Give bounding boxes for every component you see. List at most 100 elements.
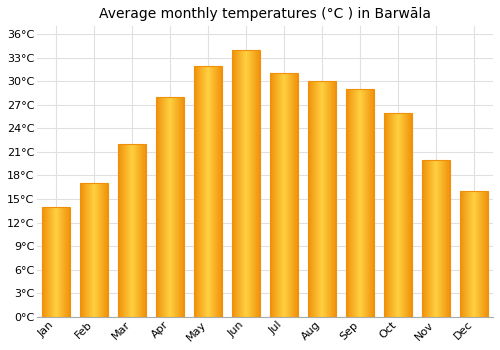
Bar: [125, 144, 126, 317]
Bar: [407, 113, 408, 317]
Bar: [443, 160, 444, 317]
Title: Average monthly temperatures (°C ) in Barwāla: Average monthly temperatures (°C ) in Ba…: [99, 7, 431, 21]
Bar: [200, 65, 201, 317]
Bar: [444, 160, 445, 317]
Bar: [392, 113, 393, 317]
Bar: [80, 183, 108, 317]
Bar: [42, 207, 43, 317]
Bar: [272, 74, 274, 317]
Bar: [65, 207, 66, 317]
Bar: [69, 207, 70, 317]
Bar: [449, 160, 450, 317]
Bar: [467, 191, 468, 317]
Bar: [96, 183, 97, 317]
Bar: [85, 183, 86, 317]
Bar: [312, 81, 313, 317]
Bar: [218, 65, 219, 317]
Bar: [257, 50, 258, 317]
Bar: [63, 207, 64, 317]
Bar: [233, 50, 234, 317]
Bar: [134, 144, 135, 317]
Bar: [408, 113, 409, 317]
Bar: [424, 160, 426, 317]
Bar: [254, 50, 256, 317]
Bar: [138, 144, 139, 317]
Bar: [283, 74, 284, 317]
Bar: [480, 191, 481, 317]
Bar: [127, 144, 128, 317]
Bar: [248, 50, 249, 317]
Bar: [426, 160, 427, 317]
Bar: [430, 160, 431, 317]
Bar: [435, 160, 436, 317]
Bar: [181, 97, 182, 317]
Bar: [54, 207, 55, 317]
Bar: [170, 97, 172, 317]
Bar: [314, 81, 316, 317]
Bar: [156, 97, 184, 317]
Bar: [436, 160, 437, 317]
Bar: [278, 74, 279, 317]
Bar: [335, 81, 336, 317]
Bar: [62, 207, 63, 317]
Bar: [409, 113, 410, 317]
Bar: [373, 89, 374, 317]
Bar: [441, 160, 442, 317]
Bar: [53, 207, 54, 317]
Bar: [388, 113, 389, 317]
Bar: [55, 207, 56, 317]
Bar: [220, 65, 222, 317]
Bar: [51, 207, 52, 317]
Bar: [49, 207, 50, 317]
Bar: [56, 207, 57, 317]
Bar: [206, 65, 207, 317]
Bar: [176, 97, 177, 317]
Bar: [350, 89, 351, 317]
Bar: [123, 144, 124, 317]
Bar: [121, 144, 122, 317]
Bar: [157, 97, 158, 317]
Bar: [246, 50, 248, 317]
Bar: [320, 81, 321, 317]
Bar: [396, 113, 397, 317]
Bar: [478, 191, 479, 317]
Bar: [177, 97, 178, 317]
Bar: [287, 74, 288, 317]
Bar: [446, 160, 447, 317]
Bar: [102, 183, 104, 317]
Bar: [438, 160, 439, 317]
Bar: [119, 144, 120, 317]
Bar: [291, 74, 292, 317]
Bar: [362, 89, 363, 317]
Bar: [60, 207, 61, 317]
Bar: [405, 113, 406, 317]
Bar: [398, 113, 399, 317]
Bar: [82, 183, 83, 317]
Bar: [355, 89, 356, 317]
Bar: [163, 97, 164, 317]
Bar: [384, 113, 385, 317]
Bar: [83, 183, 84, 317]
Bar: [59, 207, 60, 317]
Bar: [86, 183, 87, 317]
Bar: [211, 65, 212, 317]
Bar: [294, 74, 295, 317]
Bar: [271, 74, 272, 317]
Bar: [118, 144, 119, 317]
Bar: [194, 65, 195, 317]
Bar: [385, 113, 386, 317]
Bar: [331, 81, 332, 317]
Bar: [330, 81, 331, 317]
Bar: [201, 65, 202, 317]
Bar: [89, 183, 90, 317]
Bar: [236, 50, 237, 317]
Bar: [363, 89, 364, 317]
Bar: [326, 81, 327, 317]
Bar: [460, 191, 461, 317]
Bar: [386, 113, 388, 317]
Bar: [64, 207, 65, 317]
Bar: [131, 144, 132, 317]
Bar: [282, 74, 283, 317]
Bar: [95, 183, 96, 317]
Bar: [477, 191, 478, 317]
